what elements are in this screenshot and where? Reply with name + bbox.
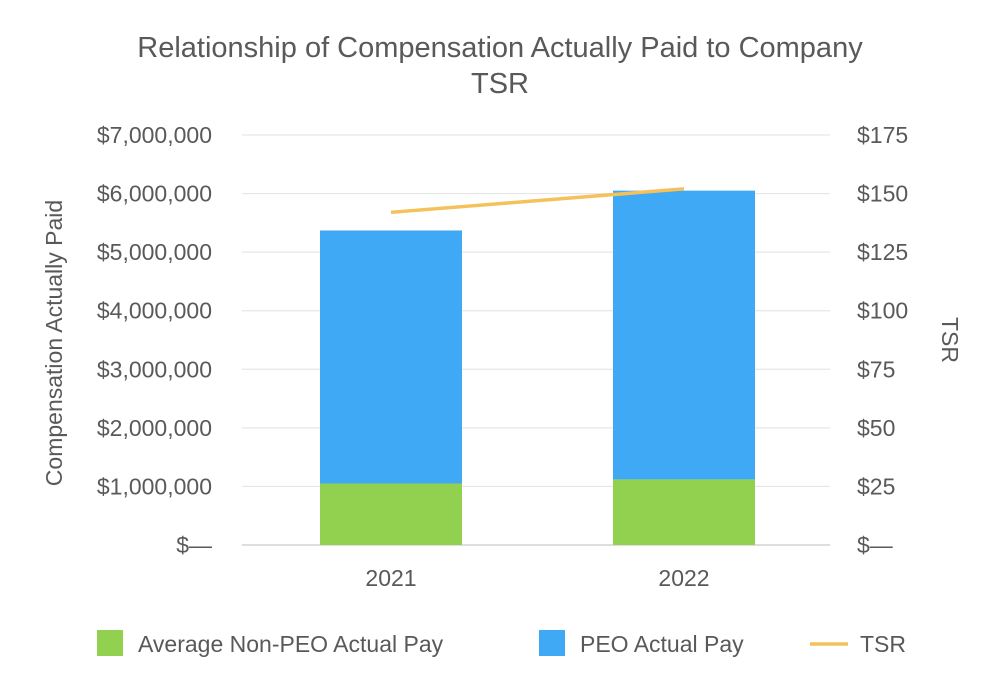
tsr-line-series	[390, 187, 685, 215]
legend-swatch-average-non-peo-actual-pay	[97, 630, 123, 656]
left-tick-label: $5,000,000	[97, 239, 212, 265]
chart-title: Relationship of Compensation Actually Pa…	[137, 32, 863, 100]
right-tick-label: $25	[857, 473, 895, 499]
left-axis-ticks: $— $1,000,000 $2,000,000 $3,000,000 $4,000,0…	[97, 122, 212, 558]
left-tick-label: $1,000,000	[97, 473, 212, 499]
legend-label-tsr: TSR	[860, 631, 906, 657]
bar-peo-actual-pay-2021	[320, 230, 462, 484]
right-tick-label: $50	[857, 415, 895, 441]
x-tick-label: 2021	[365, 565, 416, 591]
bar-average-non-peo-actual-pay-2022	[613, 479, 755, 545]
left-tick-label: $7,000,000	[97, 122, 212, 148]
bar-average-non-peo-actual-pay-2021	[320, 483, 462, 545]
right-tick-label: $150	[857, 181, 908, 207]
legend-swatch-peo-actual-pay	[539, 630, 565, 656]
chart-title-line-1: Relationship of Compensation Actually Pa…	[137, 32, 863, 64]
left-tick-label: $3,000,000	[97, 356, 212, 382]
tsr-line	[390, 187, 685, 215]
right-tick-label: $100	[857, 298, 908, 324]
left-tick-label: $—	[176, 532, 212, 558]
right-tick-label: $175	[857, 122, 908, 148]
left-axis-title: Compensation Actually Paid	[41, 200, 67, 486]
x-tick-label: 2022	[658, 565, 709, 591]
legend-label-average-non-peo-actual-pay: Average Non-PEO Actual Pay	[138, 631, 444, 657]
bar-peo-actual-pay-2022	[613, 190, 755, 480]
bar-series	[320, 190, 755, 545]
x-axis-ticks: 2021 2022	[365, 565, 709, 591]
chart-legend: Average Non-PEO Actual Pay PEO Actual Pay…	[97, 630, 906, 657]
left-tick-label: $6,000,000	[97, 181, 212, 207]
left-tick-label: $2,000,000	[97, 415, 212, 441]
legend-label-peo-actual-pay: PEO Actual Pay	[580, 631, 744, 657]
right-axis-ticks: $— $25 $50 $75 $100 $125 $150 $175	[857, 122, 908, 558]
right-axis-title: TSR	[937, 317, 963, 363]
right-tick-label: $—	[857, 532, 893, 558]
chart-title-line-2: TSR	[471, 68, 529, 100]
right-tick-label: $75	[857, 356, 895, 382]
left-tick-label: $4,000,000	[97, 298, 212, 324]
right-tick-label: $125	[857, 239, 908, 265]
